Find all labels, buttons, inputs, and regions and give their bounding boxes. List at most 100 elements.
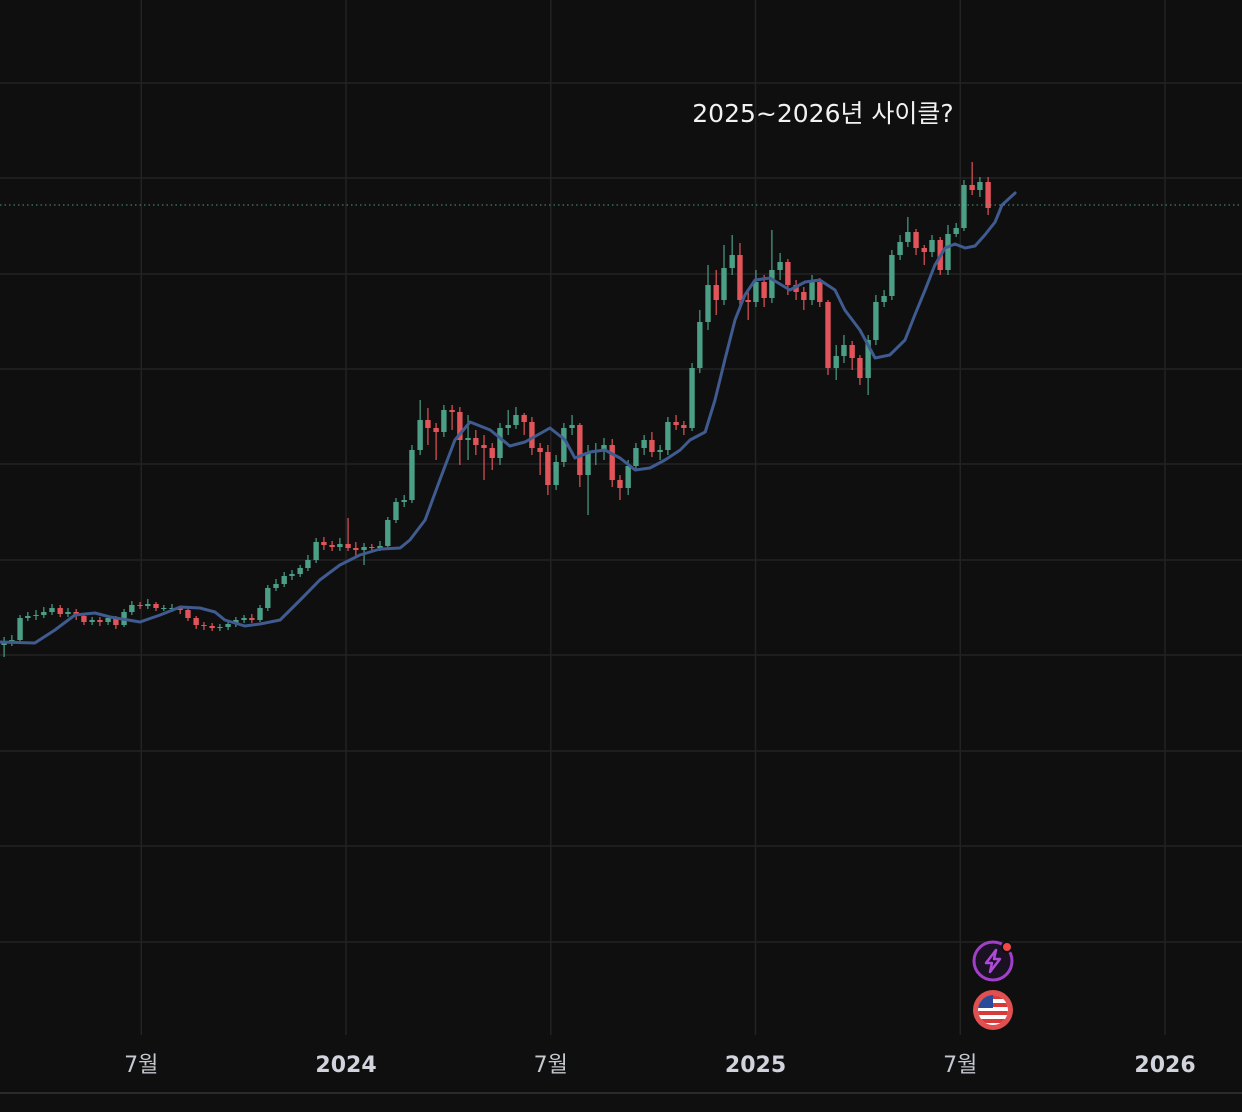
candle-body xyxy=(881,296,887,302)
candle-body xyxy=(889,255,895,296)
moving-average xyxy=(0,191,1017,645)
candle-body xyxy=(17,618,23,640)
candle-body xyxy=(585,452,591,475)
candle-body xyxy=(673,422,679,425)
candle-body xyxy=(505,425,511,428)
candle-body xyxy=(657,450,663,452)
candle-body xyxy=(617,480,623,488)
candle-body xyxy=(361,547,367,550)
candle-body xyxy=(809,282,815,300)
candle-body xyxy=(321,542,327,545)
icon-ring xyxy=(972,940,1014,982)
candle-body xyxy=(785,262,791,285)
candle-body xyxy=(161,608,167,609)
candle-body xyxy=(521,415,527,422)
annotation: 2025~2026년 사이클? xyxy=(692,99,953,128)
candle-body xyxy=(57,608,63,614)
candle-body xyxy=(545,452,551,485)
candle-body xyxy=(433,428,439,432)
flag-icon[interactable] xyxy=(973,990,1013,1030)
x-tick-label: 7월 xyxy=(124,1053,158,1078)
candle-body xyxy=(241,618,247,620)
candle-body xyxy=(825,302,831,368)
candle-body xyxy=(209,626,215,628)
candle-body xyxy=(393,502,399,520)
candle-body xyxy=(441,410,447,432)
candle-body xyxy=(265,588,271,608)
candle-body xyxy=(25,616,31,618)
candle-body xyxy=(401,500,407,502)
candle-body xyxy=(761,282,767,298)
candle-body xyxy=(529,422,535,448)
candle-body xyxy=(897,242,903,255)
candle-body xyxy=(305,560,311,568)
candle-body xyxy=(345,544,351,548)
candle-body xyxy=(217,627,223,628)
candle-body xyxy=(945,234,951,270)
candle-body xyxy=(377,546,383,548)
us-flag xyxy=(978,995,1008,1025)
candle-body xyxy=(489,448,495,458)
candle-body xyxy=(49,608,55,612)
candle-body xyxy=(753,282,759,302)
candle-body xyxy=(777,262,783,270)
candle-body xyxy=(145,604,151,606)
candle-body xyxy=(857,358,863,378)
candle-body xyxy=(329,545,335,547)
candle-body xyxy=(513,415,519,425)
candle-body xyxy=(561,428,567,462)
candle-body xyxy=(41,612,47,615)
candle-body xyxy=(681,425,687,428)
candle-body xyxy=(257,608,263,620)
candle-body xyxy=(689,368,695,428)
x-tick-label: 2026 xyxy=(1134,1053,1195,1078)
candle-body xyxy=(137,605,143,606)
candle-body xyxy=(113,618,119,625)
event-icon[interactable] xyxy=(972,940,1014,982)
candle-body xyxy=(465,438,471,440)
candle-body xyxy=(929,240,935,252)
x-tick-label: 7월 xyxy=(943,1053,977,1078)
candle-body xyxy=(353,548,359,550)
candle-body xyxy=(665,422,671,450)
plot xyxy=(0,162,1242,657)
candle-body xyxy=(497,428,503,458)
candle-body xyxy=(153,604,159,608)
candle-body xyxy=(873,302,879,340)
candle-body xyxy=(841,345,847,356)
candle-body xyxy=(641,440,647,448)
candle-body xyxy=(177,608,183,610)
x-tick-label: 2025 xyxy=(725,1053,786,1078)
candle-body xyxy=(721,268,727,300)
candle-body xyxy=(833,356,839,368)
candle-body xyxy=(969,185,975,190)
candle-body xyxy=(737,255,743,300)
candle-body xyxy=(337,544,343,547)
candle-body xyxy=(457,412,463,440)
candle-body xyxy=(921,248,927,252)
candle-body xyxy=(729,255,735,268)
candle-body xyxy=(193,618,199,625)
x-tick-label: 7월 xyxy=(534,1053,568,1078)
candle-body xyxy=(601,445,607,450)
candle-body xyxy=(609,445,615,480)
lightning xyxy=(984,948,1002,974)
candle-body xyxy=(369,547,375,548)
candle-body xyxy=(697,322,703,368)
candle-body xyxy=(713,285,719,300)
candle-body xyxy=(385,520,391,546)
candle-body xyxy=(817,282,823,302)
vertical-grid xyxy=(140,0,1166,1035)
candle-body xyxy=(65,612,71,614)
candle-body xyxy=(449,410,455,412)
candle-body xyxy=(273,584,279,588)
candle-body xyxy=(913,232,919,248)
candle-body xyxy=(801,292,807,300)
candle-body xyxy=(769,270,775,298)
candle-body xyxy=(977,182,983,190)
candle-body xyxy=(313,542,319,560)
candle-body xyxy=(169,608,175,609)
candle-body xyxy=(961,185,967,228)
